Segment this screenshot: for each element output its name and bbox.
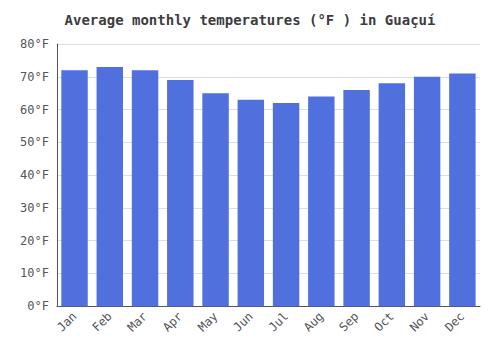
svg-text:Nov: Nov: [407, 309, 432, 334]
svg-text:Feb: Feb: [90, 309, 115, 334]
svg-text:Jan: Jan: [54, 309, 79, 334]
svg-text:70°F: 70°F: [20, 70, 49, 84]
svg-text:50°F: 50°F: [20, 135, 49, 149]
svg-text:May: May: [195, 309, 220, 334]
svg-text:0°F: 0°F: [27, 299, 49, 313]
svg-text:20°F: 20°F: [20, 234, 49, 248]
svg-text:40°F: 40°F: [20, 168, 49, 182]
svg-text:Oct: Oct: [372, 309, 397, 334]
svg-text:Apr: Apr: [160, 309, 185, 334]
svg-text:30°F: 30°F: [20, 201, 49, 215]
svg-text:Aug: Aug: [301, 309, 326, 334]
svg-text:80°F: 80°F: [20, 37, 49, 51]
svg-text:Jul: Jul: [266, 309, 291, 334]
svg-text:Dec: Dec: [442, 309, 467, 334]
svg-text:60°F: 60°F: [20, 103, 49, 117]
svg-text:Sep: Sep: [336, 309, 361, 334]
svg-text:10°F: 10°F: [20, 266, 49, 280]
svg-text:Jun: Jun: [231, 309, 256, 334]
svg-text:Average monthly temperatures (: Average monthly temperatures (°F ) in Gu…: [65, 12, 436, 28]
svg-text:Mar: Mar: [125, 309, 150, 334]
